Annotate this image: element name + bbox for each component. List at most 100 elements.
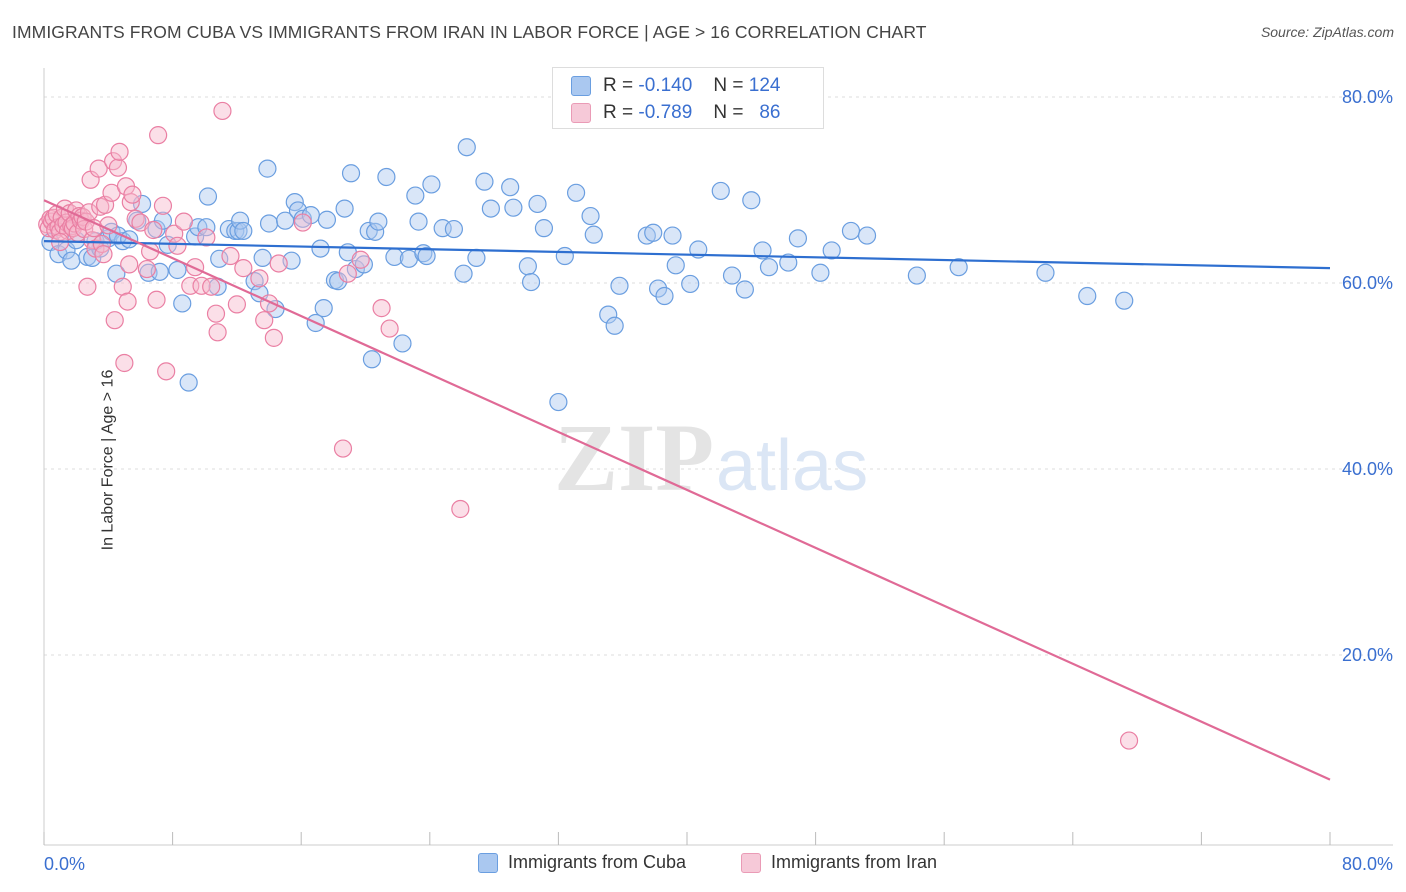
iran-point [89,159,108,178]
legend-item-iran[interactable]: Immigrants from Iran [741,852,937,873]
cuba-point [663,226,682,245]
cuba-point [549,392,568,412]
iran-point [147,290,166,309]
iran-point [108,158,128,177]
cuba-point [234,221,253,241]
cuba-point [753,241,772,260]
cuba-point [210,249,229,268]
cuba-point [822,241,841,260]
trendlines [43,199,1331,781]
cuba-point [555,246,574,266]
iran-point [78,277,97,296]
cuba-point [311,239,330,258]
cuba-point [253,248,272,267]
iran-n-value: 86 [759,102,781,123]
iran-point [149,126,168,145]
cuba-n-value: 124 [748,75,781,96]
cuba-point [457,138,476,157]
cuba-point [245,272,264,291]
cuba-point [584,225,603,244]
iran-point [123,185,142,204]
cuba-point [422,175,441,194]
iran-point [174,212,193,231]
stats-row-cuba: R = -0.140 N = 124 [571,74,780,98]
iran-point [1119,731,1139,750]
iran-r-label: R = [603,102,634,123]
x-tick-label-min: 0.0% [44,854,85,874]
watermark-zip: ZIP [554,404,714,511]
cuba-n-label: N = [713,75,744,96]
cuba-point [259,214,279,233]
iran-point [115,353,134,373]
cuba-r-label: R = [603,75,634,96]
iran-point [221,246,240,266]
cuba-point [393,334,412,353]
bottom-legend: Immigrants from Cuba Immigrants from Ira… [0,852,1406,876]
legend-label-cuba: Immigrants from Cuba [508,852,687,872]
cuba-point [735,280,754,299]
series-cuba-points [41,138,1134,412]
iran-point [333,439,353,458]
cuba-point [581,206,600,226]
legend-swatch-iran [741,852,761,873]
cuba-point [504,198,523,217]
cuba-point [666,256,685,275]
cuba-point [258,159,277,178]
watermark-atlas: atlas [716,426,868,506]
cuba-point [501,178,520,197]
y-tick-label: 60.0% [1342,273,1393,293]
cuba-point [681,274,700,294]
y-tick-label: 40.0% [1342,459,1393,479]
iran-point [206,304,226,323]
iran-point [202,277,221,296]
cuba-point [648,279,668,298]
iran-point [264,328,283,347]
cuba-point [153,211,173,230]
cuba-point [197,218,216,237]
legend-item-cuba[interactable]: Immigrants from Cuba [478,852,686,873]
source-label: Source: ZipAtlas.com [1260,24,1394,40]
iran-point [293,213,312,232]
cuba-point [314,299,333,318]
iran-point [197,228,216,247]
cuba-point [341,164,361,183]
cuba-point [366,222,385,241]
cuba-point [518,257,537,276]
cuba-point [481,199,500,218]
iran-point [351,250,370,269]
cuba-point [467,248,486,267]
cuba-point [369,212,388,231]
cuba-point [742,191,761,210]
cuba-point [711,181,730,201]
iran-point [227,295,246,314]
iran-point [118,292,137,311]
iran-point [338,264,357,283]
cuba-point [362,350,382,369]
y-tick-label: 20.0% [1342,645,1393,665]
y-axis-label: In Labor Force | Age > 16 [99,369,117,551]
iran-point [250,269,269,288]
cuba-point [759,258,779,277]
stats-row-iran: R = -0.789 N = 86 [571,101,780,125]
cuba-r-value: -0.140 [638,75,693,96]
iran-point [213,101,232,121]
iran-point [144,220,163,240]
cuba-point [276,211,295,230]
iran-point [234,259,253,278]
y-tick-label: 80.0% [1342,87,1393,107]
cuba-point [329,272,348,291]
cuba-point [475,172,494,191]
trendline-iran [43,199,1331,781]
cuba-point [610,276,629,295]
iran-point [168,236,187,255]
cuba-point [454,264,473,283]
cuba-point [722,266,742,285]
cuba-point [949,258,968,277]
stats-legend-box: R = -0.140 N = 124 R = -0.789 N = 86 [552,67,824,129]
iran-r-value: -0.789 [638,102,693,123]
iran-point [153,196,173,215]
cuba-point [377,167,396,187]
y-tick-labels: 20.0% 40.0% 60.0% 80.0% [1342,87,1393,665]
cuba-point [179,373,198,392]
cuba-point [779,253,798,272]
